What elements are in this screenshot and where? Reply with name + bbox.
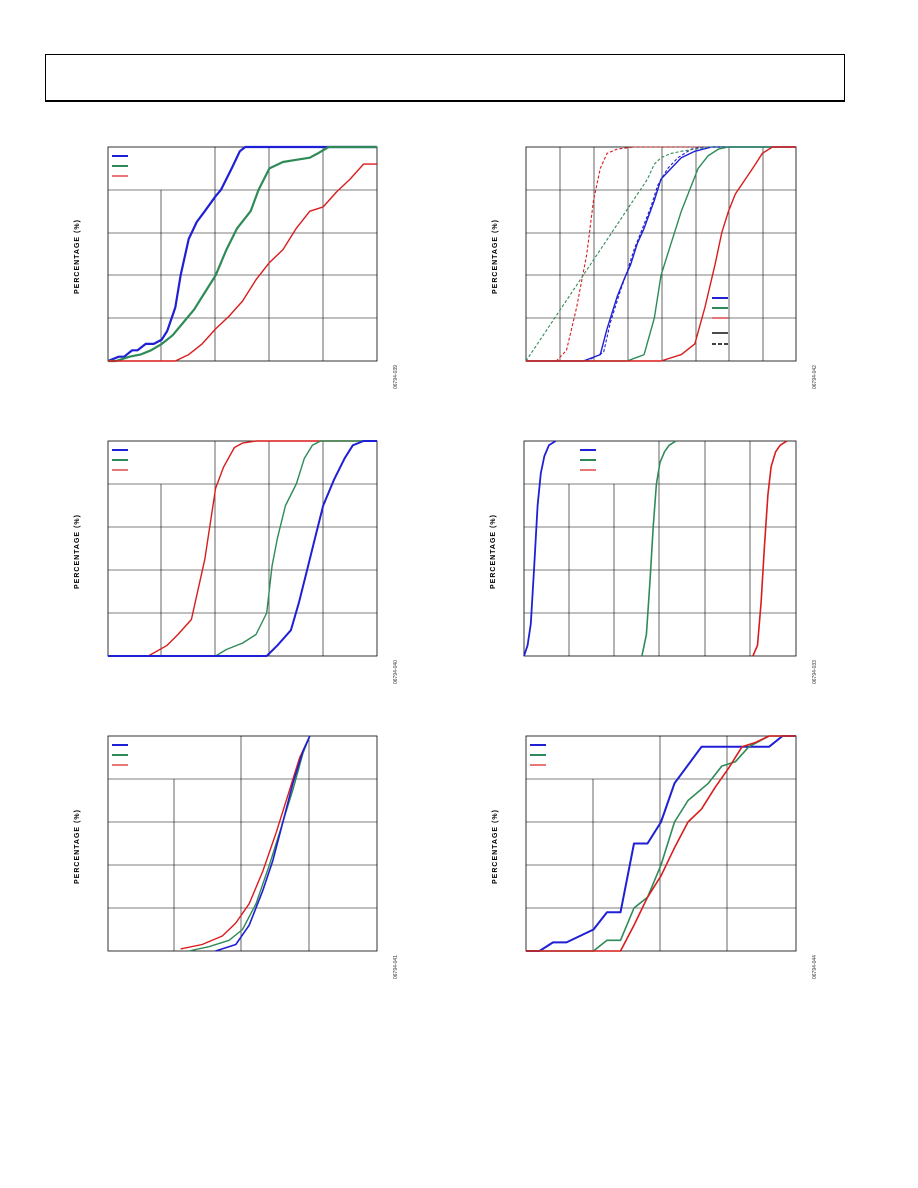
series-line-1 — [108, 440, 377, 657]
series-line-3 — [752, 440, 788, 657]
series-line-2 — [526, 146, 796, 362]
series-line-2 — [108, 440, 377, 657]
plot-frame — [523, 440, 797, 657]
series-line-3 — [108, 163, 377, 362]
plot-frame — [107, 146, 378, 362]
series-line-3 — [215, 735, 311, 952]
series-line-1 — [523, 440, 557, 657]
plot-frame — [525, 735, 797, 952]
series-line-5 — [525, 146, 796, 362]
y-axis-label: PERCENTAGE (%) — [492, 808, 499, 884]
series-line-3 — [526, 735, 796, 952]
series-line-1 — [180, 735, 311, 950]
series-line-4 — [526, 146, 796, 362]
series-line-1 — [107, 145, 377, 363]
series-line-2 — [188, 735, 311, 952]
series-line-2 — [108, 145, 377, 363]
series-line-2 — [641, 440, 677, 657]
series-line-2 — [526, 735, 796, 952]
figure-number: 06794-044 — [812, 955, 818, 979]
page-header-box — [45, 54, 845, 102]
series-line-1 — [526, 146, 796, 362]
series-line-3 — [526, 146, 796, 362]
series-line-3 — [108, 440, 377, 657]
series-line-6 — [526, 146, 796, 362]
plot-frame — [107, 735, 378, 952]
series-line-1 — [526, 735, 796, 952]
